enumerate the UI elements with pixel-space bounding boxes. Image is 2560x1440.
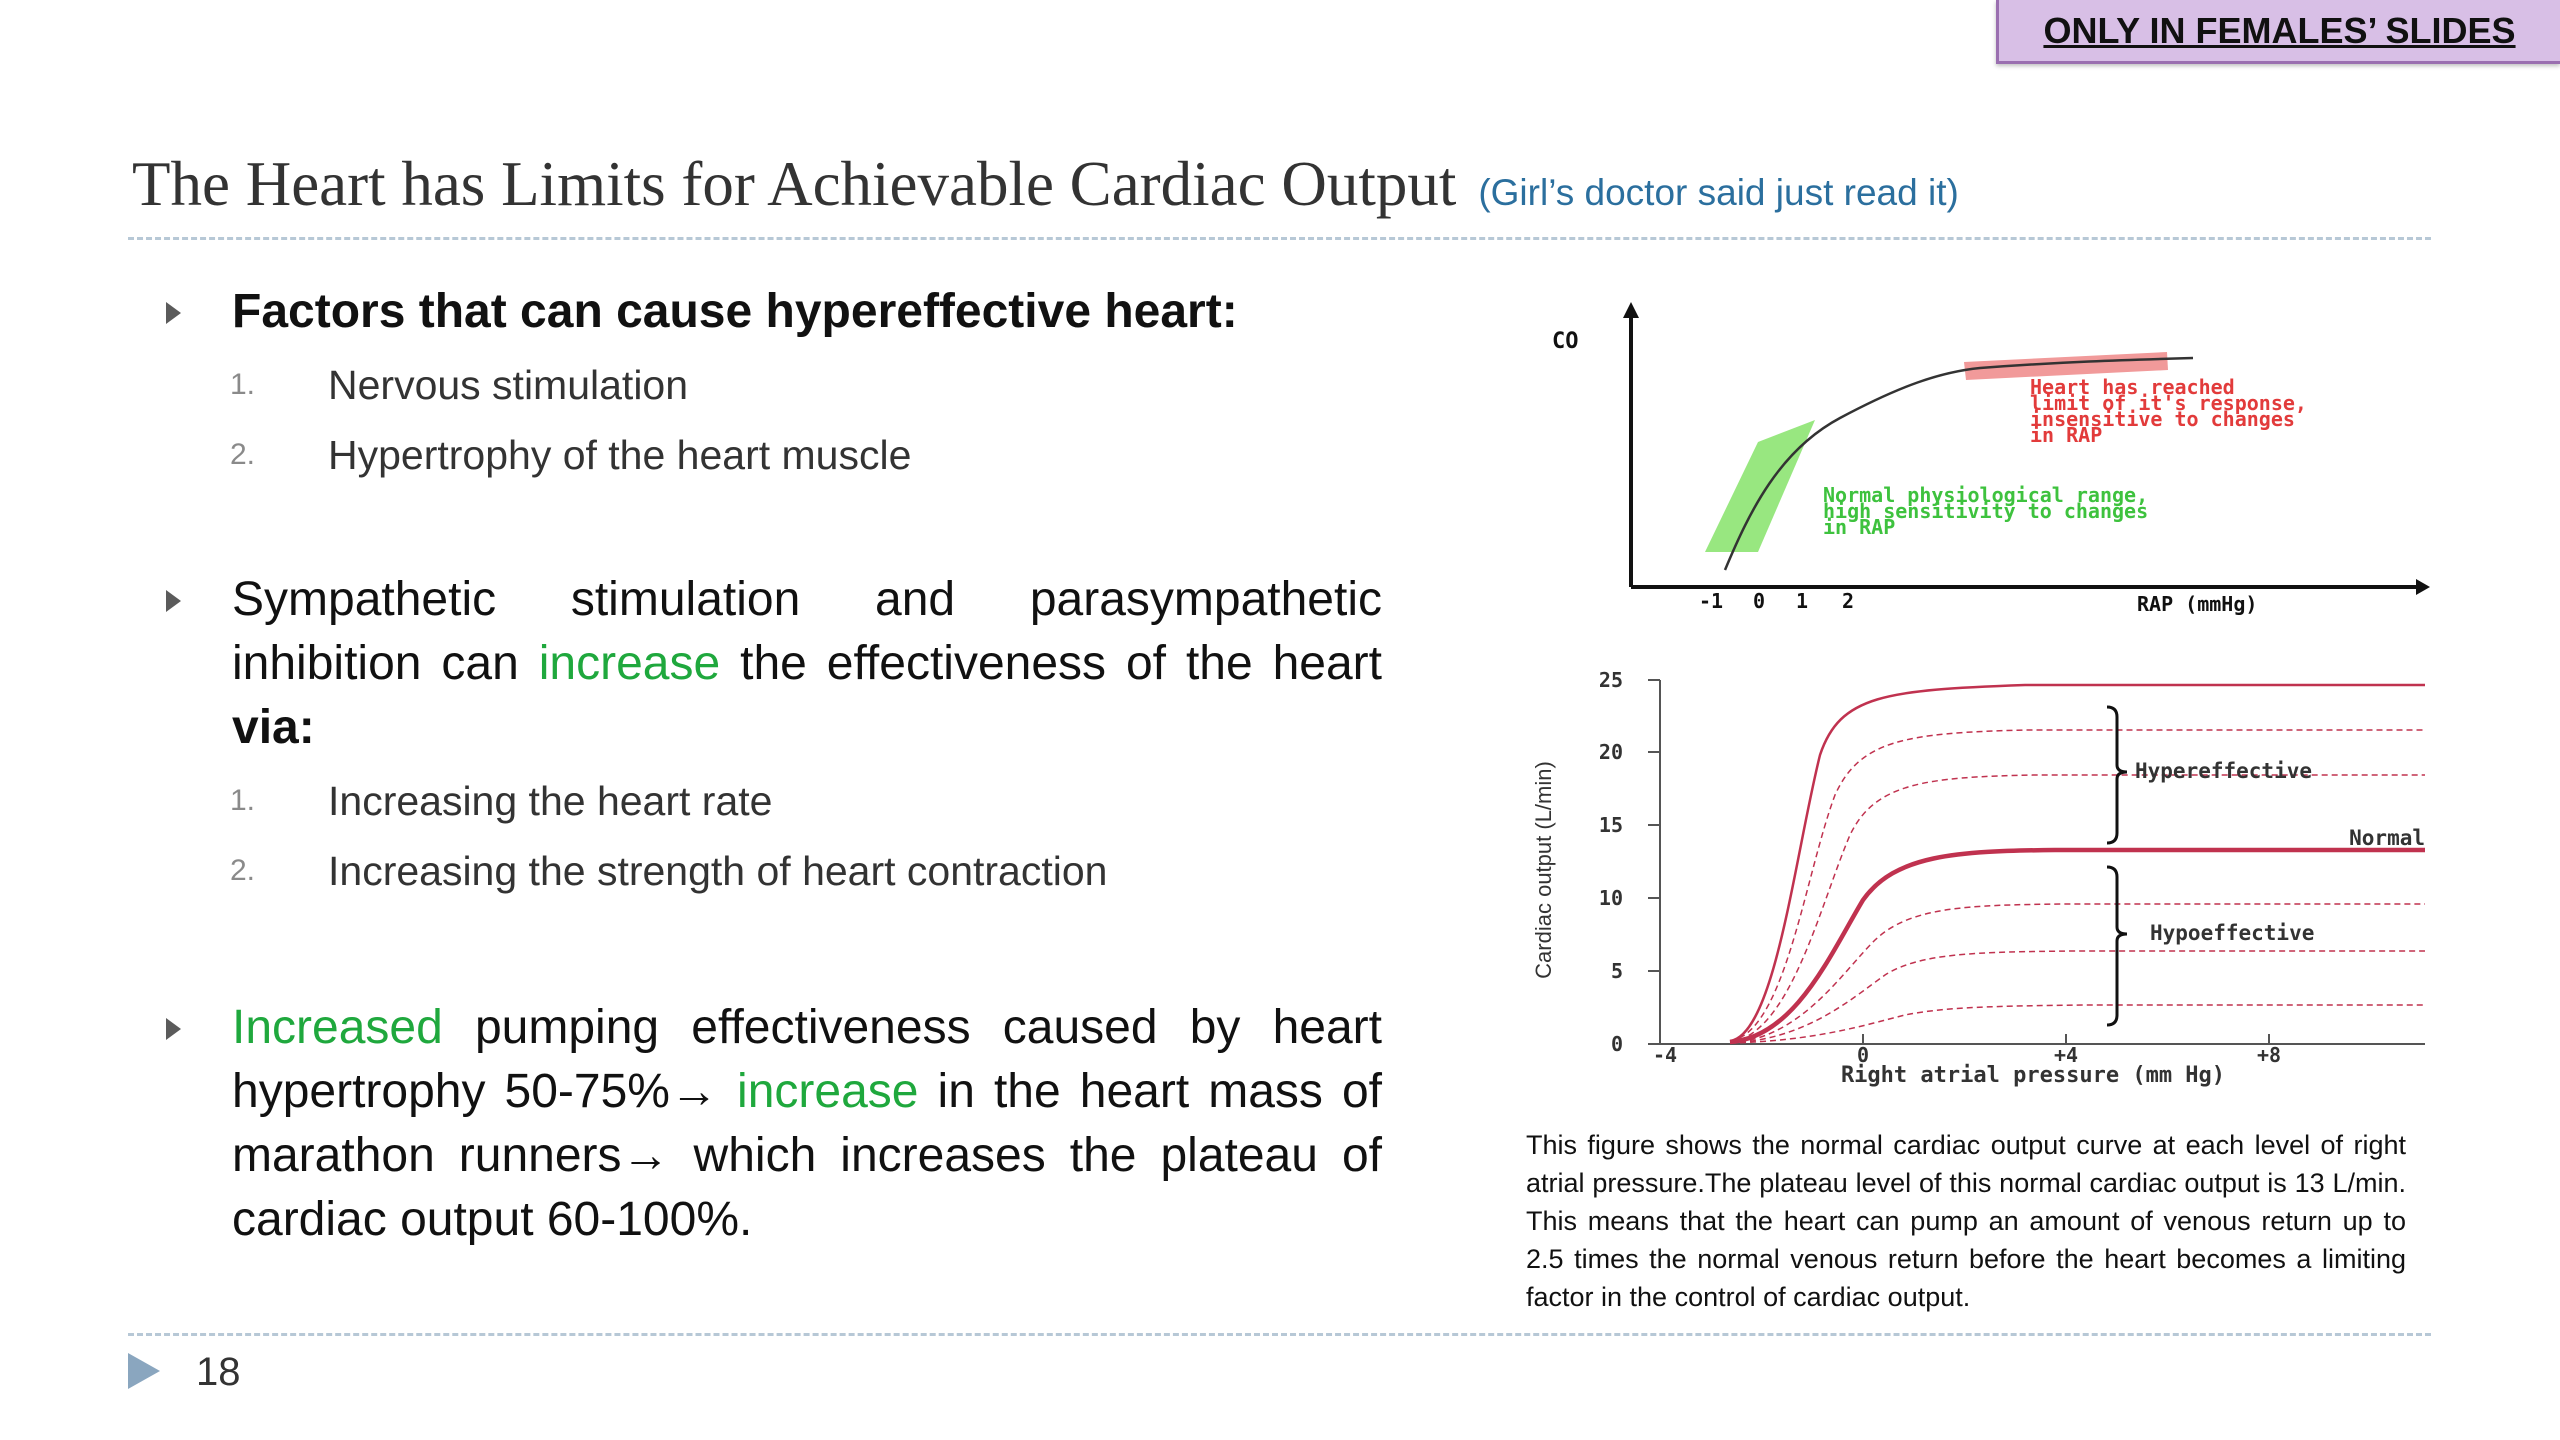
y-tick-label: 0 — [1611, 1032, 1623, 1056]
curve-hypo-1 — [1729, 903, 2425, 1044]
x-tick-label: 0 — [1753, 589, 1765, 613]
bullet-text-part2: in the heart mass of marathon runners→ w… — [232, 1065, 1382, 1246]
annotation-line: in RAP — [2030, 423, 2102, 447]
list-text: Nervous stimulation — [328, 362, 689, 408]
y-tick-labels: 25 20 15 10 5 0 — [1599, 668, 1623, 1056]
y-tick-label: 20 — [1599, 740, 1623, 764]
co-rap-figure: CO -1 0 1 2 RAP (mmHg) Heart has reached… — [1552, 302, 2430, 616]
bullet-arrow-icon — [166, 590, 181, 612]
y-tick-label: 15 — [1599, 813, 1623, 837]
top-divider — [128, 237, 2431, 240]
bullet-sympathetic-stimulation: Sympathetic stimulation and parasympathe… — [160, 568, 1382, 760]
females-only-badge: ONLY IN FEMALES’ SLIDES — [1996, 0, 2560, 64]
hypo-bracket — [2106, 865, 2128, 1027]
x-axis-label: RAP (mmHg) — [2137, 592, 2257, 616]
x-axis-label: Right atrial pressure (mm Hg) — [1841, 1063, 2225, 1088]
bullet-hypereffective-factors: Factors that can cause hypereffective he… — [160, 280, 1382, 344]
mechanisms-list: 1. Increasing the heart rate 2. Increasing… — [160, 766, 1382, 906]
list-item: 2. Hypertrophy of the heart muscle — [160, 420, 1382, 490]
y-axis-label: Cardiac output (L/min) — [1531, 761, 1556, 979]
curve-max-hyper — [1729, 683, 2425, 1043]
x-tick-label: -1 — [1699, 589, 1723, 613]
hyper-bracket — [2106, 705, 2128, 845]
x-tick-label: 0 — [1857, 1043, 1869, 1067]
bullet-arrow-icon — [166, 1018, 181, 1040]
output-curves — [1729, 683, 2425, 1045]
y-tick-label: 5 — [1611, 959, 1623, 983]
x-tick-label: +4 — [2054, 1043, 2078, 1067]
annotation-line: Normal physiological range, — [1823, 483, 2148, 507]
list-text: Increasing the heart rate — [328, 778, 773, 824]
brackets — [2106, 705, 2128, 1027]
bullet-text-part1: Sympathetic stimulation and parasympathe… — [232, 573, 1382, 690]
label-normal: Normal — [2349, 826, 2425, 850]
annotation-line: Heart has reached — [2030, 375, 2235, 399]
list-number: 1. — [230, 368, 256, 401]
annotation-line: insensitive to changes — [2030, 407, 2295, 431]
x-ticks — [1659, 1034, 2270, 1044]
title-text: The Heart has Limits for Achievable Card… — [132, 149, 1457, 219]
list-number: 2. — [230, 854, 256, 887]
bullet-text-part2: the effectiveness of the heart — [720, 637, 1383, 690]
curve-hypo-3 — [1729, 1004, 2425, 1044]
x-tick-label: 1 — [1796, 589, 1808, 613]
list-item: 1. Nervous stimulation — [160, 350, 1382, 420]
y-axis-label: CO — [1552, 329, 1579, 354]
curve-hyper-1 — [1729, 774, 2425, 1043]
figure-caption: This figure shows the normal cardiac out… — [1526, 1130, 2406, 1312]
highlight-increased: Increased — [232, 1001, 443, 1054]
annotation-line: limit of it's response, — [2030, 391, 2307, 415]
slide-title: The Heart has Limits for Achievable Card… — [132, 148, 2432, 221]
curve-hyper-2 — [1729, 729, 2425, 1042]
bullet-text-part1: pumping effectiveness caused by heart hy… — [232, 1001, 1382, 1118]
bottom-divider — [128, 1333, 2431, 1336]
factors-list: 1. Nervous stimulation 2. Hypertrophy of t… — [160, 350, 1382, 490]
x-axis-arrow-icon — [2416, 579, 2430, 595]
slide-content: Factors that can cause hypereffective he… — [160, 280, 1382, 1252]
x-tick-label: 2 — [1842, 589, 1854, 613]
annotation-line: high sensitivity to changes — [1823, 499, 2148, 523]
y-ticks — [1648, 679, 1660, 1045]
bullet-arrow-icon — [166, 302, 181, 324]
x-tick-label: +8 — [2257, 1043, 2281, 1067]
red-annotation: Heart has reached limit of it's response… — [2030, 375, 2307, 447]
y-axis-arrow-icon — [1623, 302, 1639, 318]
bullet-text: Factors that can cause hypereffective he… — [232, 285, 1238, 338]
x-tick-labels: -4 0 +4 +8 — [1653, 1043, 2281, 1067]
y-tick-label: 25 — [1599, 668, 1623, 692]
co-curve — [1723, 356, 2194, 571]
title-subtitle: (Girl’s doctor said just read it) — [1478, 172, 1959, 213]
label-hypoeffective: Hypoeffective — [2150, 921, 2314, 945]
bullet-hypertrophy: Increased pumping effectiveness caused b… — [160, 996, 1382, 1252]
cardiac-output-figure: 25 20 15 10 5 0 -4 0 +4 +8 Right atrial … — [1531, 668, 2425, 1088]
annotation-line: in RAP — [1823, 515, 1895, 539]
list-number: 1. — [230, 784, 256, 817]
y-tick-label: 10 — [1599, 886, 1623, 910]
bullet-text-bold: via: — [232, 701, 315, 754]
badge-label: ONLY IN FEMALES’ SLIDES — [2043, 9, 2516, 51]
list-text: Hypertrophy of the heart muscle — [328, 432, 912, 478]
x-tick-label: -4 — [1653, 1043, 1677, 1067]
highlight-increase: increase — [737, 1065, 919, 1118]
green-sensitivity-band — [1705, 420, 1815, 552]
page-number: 18 — [196, 1350, 241, 1394]
label-hypereffective: Hypereffective — [2135, 759, 2312, 783]
footer-triangle-icon — [128, 1353, 160, 1389]
red-plateau-band — [1964, 352, 2168, 380]
curve-labels: Hypereffective Normal Hypoeffective — [2135, 759, 2425, 945]
curve-hypo-2 — [1729, 950, 2425, 1044]
list-item: 1. Increasing the heart rate — [160, 766, 1382, 836]
list-item: 2. Increasing the strength of heart contr… — [160, 836, 1382, 906]
curve-normal — [1729, 847, 2425, 1045]
green-annotation: Normal physiological range, high sensiti… — [1823, 483, 2148, 539]
list-text: Increasing the strength of heart contrac… — [328, 848, 1108, 894]
highlight-increase: increase — [538, 637, 721, 690]
list-number: 2. — [230, 438, 256, 471]
